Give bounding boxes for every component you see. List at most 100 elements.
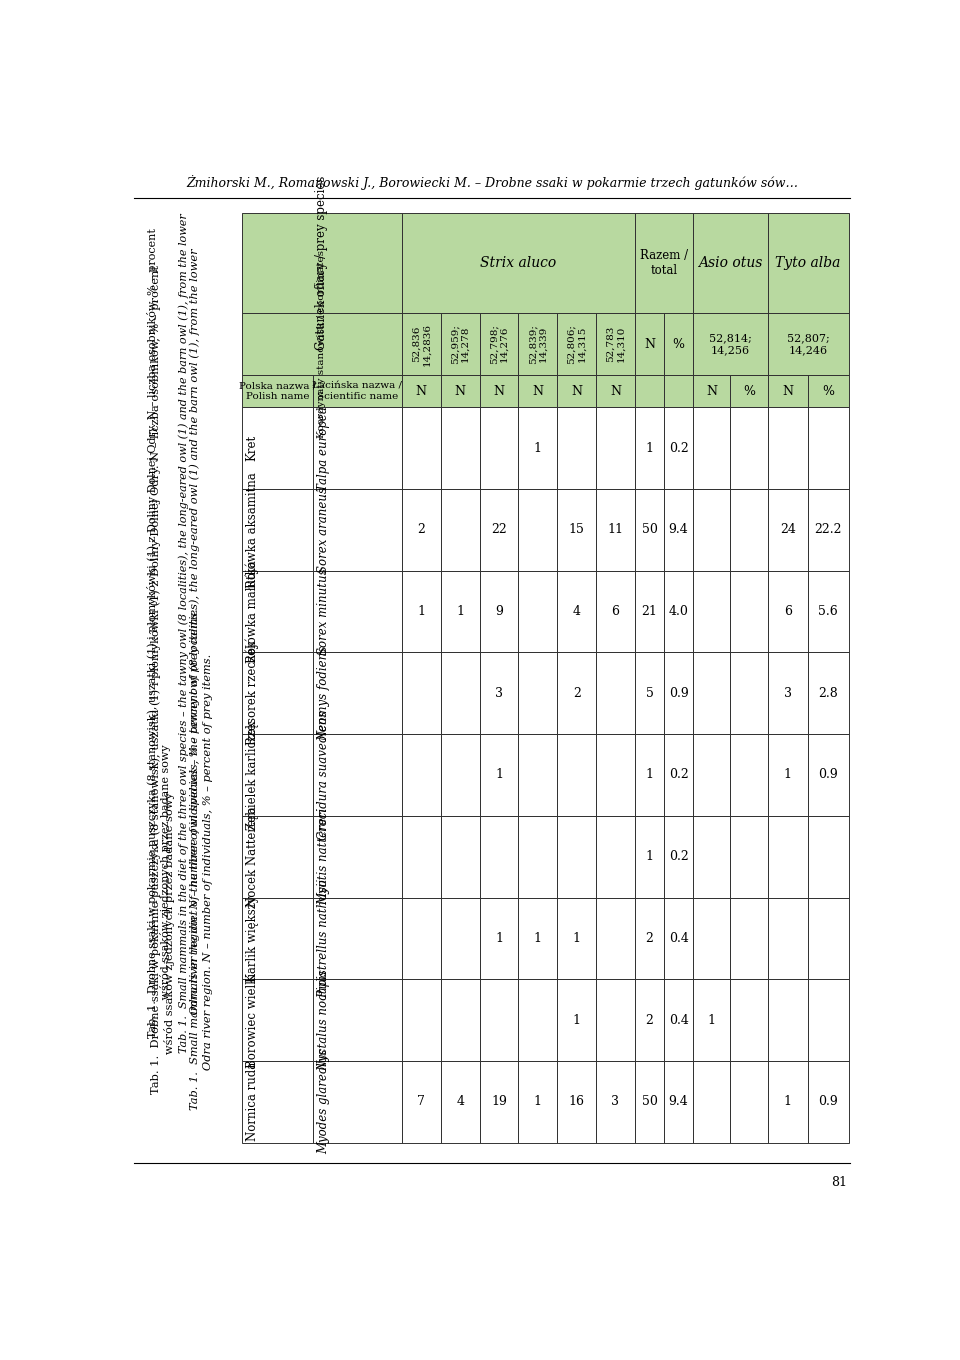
Text: 0.2: 0.2 <box>669 442 688 454</box>
Bar <box>768 816 808 898</box>
Bar <box>480 375 518 407</box>
Bar <box>518 898 557 979</box>
Text: 1: 1 <box>534 442 541 454</box>
Bar <box>693 375 731 407</box>
Bar <box>596 313 635 375</box>
Bar <box>480 375 518 407</box>
Bar <box>480 407 518 490</box>
Text: 2.8: 2.8 <box>818 687 838 700</box>
Bar <box>635 375 664 407</box>
Bar <box>664 490 693 571</box>
Bar <box>242 571 313 653</box>
Text: 1: 1 <box>534 1095 541 1108</box>
Bar <box>808 375 849 407</box>
Bar <box>441 571 480 653</box>
Bar <box>768 407 808 490</box>
Bar <box>664 375 693 407</box>
Bar <box>402 1061 441 1142</box>
Bar <box>441 979 480 1061</box>
Text: 0.9: 0.9 <box>818 1095 838 1108</box>
Bar <box>402 571 441 653</box>
Text: Sorex minutus: Sorex minutus <box>317 568 329 656</box>
Text: Tab. 1.  Drobne ssaki w pokarmie puszczyka (8 stanowisk), uszatki (1) i płomyków: Tab. 1. Drobne ssaki w pokarmie puszczyk… <box>147 228 171 1038</box>
Bar <box>242 816 313 898</box>
Bar <box>402 214 635 313</box>
Bar <box>596 653 635 734</box>
Bar <box>480 313 518 375</box>
Bar <box>480 313 518 375</box>
Bar <box>242 313 402 375</box>
Bar <box>693 214 768 313</box>
Bar <box>557 313 596 375</box>
Text: 21: 21 <box>641 605 658 617</box>
Bar <box>480 734 518 816</box>
Text: 4: 4 <box>456 1095 464 1108</box>
Text: N: N <box>455 385 466 397</box>
Text: 0.9: 0.9 <box>669 687 688 700</box>
Bar <box>402 653 441 734</box>
Text: N: N <box>782 385 793 397</box>
Bar <box>635 313 664 375</box>
Bar <box>731 734 768 816</box>
Bar <box>480 1061 518 1142</box>
Bar <box>693 734 731 816</box>
Bar <box>313 490 402 571</box>
Text: 0.9: 0.9 <box>818 768 838 782</box>
Bar <box>731 1061 768 1142</box>
Bar <box>664 313 693 375</box>
Text: 1: 1 <box>645 850 654 864</box>
Bar <box>313 816 402 898</box>
Bar <box>693 816 731 898</box>
Bar <box>768 979 808 1061</box>
Bar <box>242 1061 313 1142</box>
Text: 0.2: 0.2 <box>669 768 688 782</box>
Text: 22: 22 <box>492 524 507 536</box>
Bar <box>635 898 664 979</box>
Bar <box>518 407 557 490</box>
Bar <box>557 313 596 375</box>
Bar <box>313 375 402 407</box>
Bar <box>480 490 518 571</box>
Bar <box>242 214 402 313</box>
Text: 2: 2 <box>573 687 581 700</box>
Bar <box>808 898 849 979</box>
Text: 11: 11 <box>608 524 623 536</box>
Text: 9.4: 9.4 <box>669 524 688 536</box>
Bar <box>557 898 596 979</box>
Bar <box>808 375 849 407</box>
Bar <box>596 375 635 407</box>
Text: 52,814;
14,256: 52,814; 14,256 <box>708 333 752 355</box>
Bar <box>242 979 313 1061</box>
Bar <box>402 816 441 898</box>
Bar <box>635 653 664 734</box>
Bar <box>768 571 808 653</box>
Bar <box>596 313 635 375</box>
Text: Nocek Natterera: Nocek Natterera <box>246 806 258 907</box>
Text: Razem /
total: Razem / total <box>640 249 688 277</box>
Text: 0.2: 0.2 <box>669 850 688 864</box>
Bar <box>557 816 596 898</box>
Bar <box>518 1061 557 1142</box>
Bar <box>313 571 402 653</box>
Bar <box>664 734 693 816</box>
Bar <box>808 490 849 571</box>
Text: 4: 4 <box>573 605 581 617</box>
Bar <box>313 407 402 490</box>
Text: Asio otus: Asio otus <box>698 256 762 271</box>
Bar <box>402 490 441 571</box>
Bar <box>313 898 402 979</box>
Text: Gatunek ofiary / prey species: Gatunek ofiary / prey species <box>315 175 328 351</box>
Bar <box>596 1061 635 1142</box>
Bar <box>693 979 731 1061</box>
Bar <box>596 979 635 1061</box>
Bar <box>441 734 480 816</box>
Text: 1: 1 <box>456 605 464 617</box>
Bar <box>242 407 313 490</box>
Bar <box>596 407 635 490</box>
Text: Łacińska nazwa /
Scientific name: Łacińska nazwa / Scientific name <box>312 381 402 401</box>
Bar <box>731 407 768 490</box>
Text: %: % <box>743 385 755 397</box>
Bar <box>441 490 480 571</box>
Text: 15: 15 <box>568 524 585 536</box>
Bar <box>664 407 693 490</box>
